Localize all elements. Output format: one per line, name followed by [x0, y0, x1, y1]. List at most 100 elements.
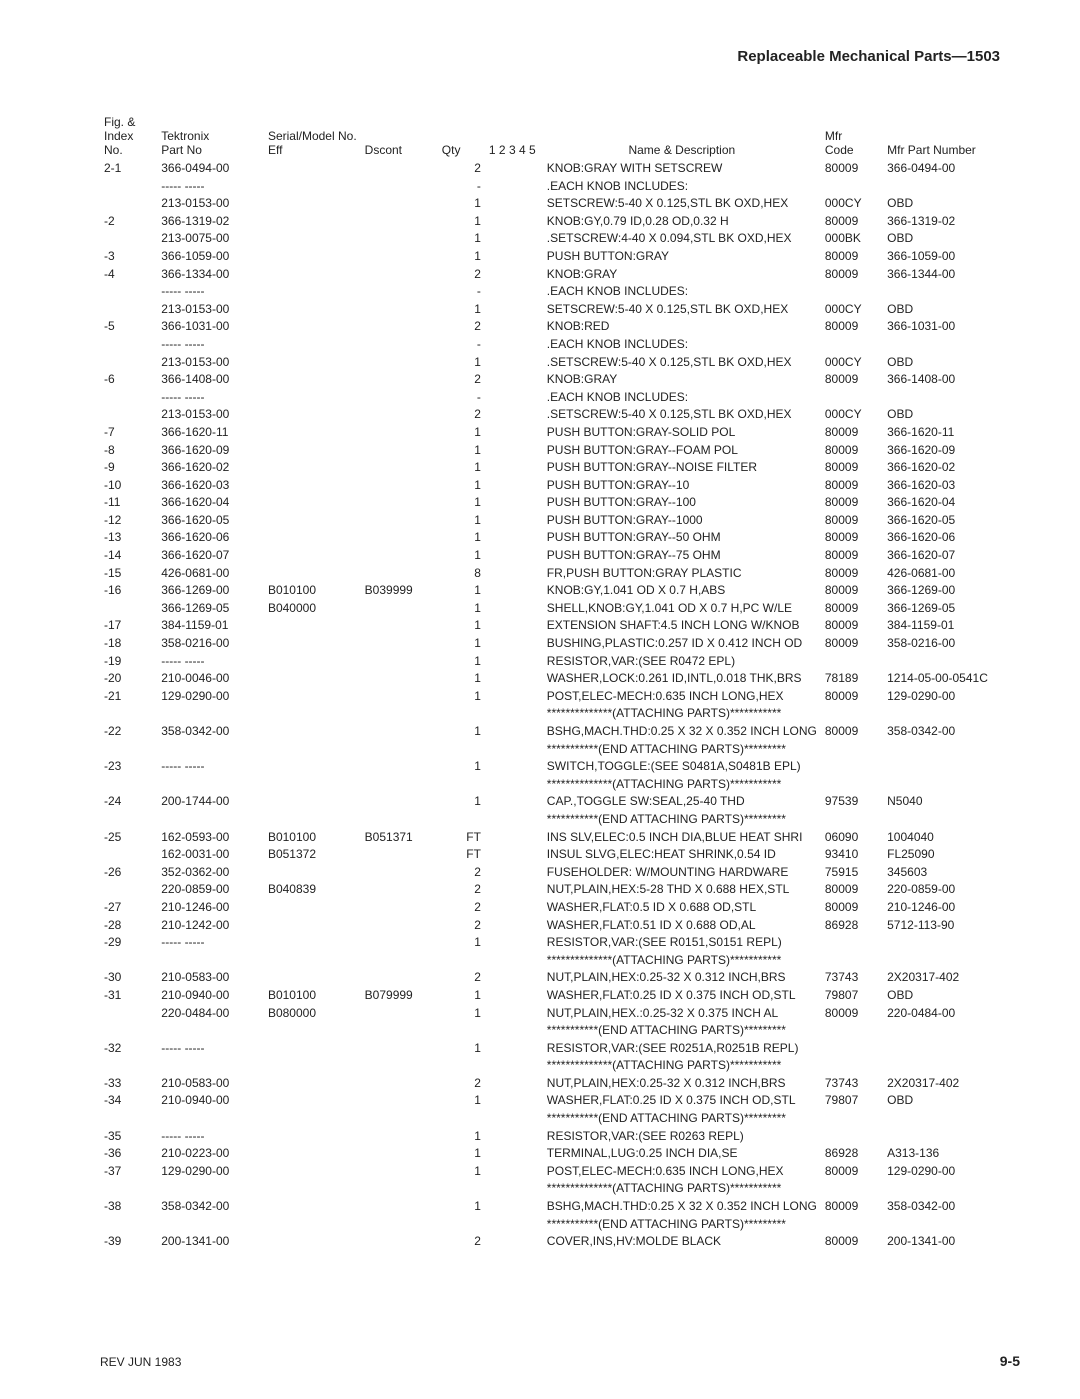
table-row: **************(ATTACHING PARTS)*********… [100, 1057, 1020, 1075]
mpn [883, 741, 1020, 759]
table-row: ----- ------.EACH KNOB INCLUDES: [100, 178, 1020, 196]
qty: - [438, 283, 485, 301]
lvl [485, 1092, 543, 1110]
desc: SETSCREW:5-40 X 0.125,STL BK OXD,HEX [543, 301, 821, 319]
mpn [883, 705, 1020, 723]
pn: 210-0583-00 [157, 1075, 264, 1093]
idx: -20 [100, 670, 157, 688]
mpn: OBD [883, 230, 1020, 248]
mpn [883, 336, 1020, 354]
mfr: 93410 [821, 846, 883, 864]
dsc [361, 705, 438, 723]
mfr: 000CY [821, 195, 883, 213]
mpn: OBD [883, 354, 1020, 372]
parts-table: Fig. &IndexNo. TektronixPart No Serial/M… [100, 113, 1020, 1251]
eff [264, 178, 361, 196]
dsc [361, 969, 438, 987]
mfr: 80009 [821, 318, 883, 336]
page-title: Replaceable Mechanical Parts—1503 [100, 48, 1020, 65]
mpn [883, 653, 1020, 671]
idx: -10 [100, 477, 157, 495]
qty: 1 [438, 688, 485, 706]
pn: 210-1242-00 [157, 917, 264, 935]
eff [264, 899, 361, 917]
qty: 1 [438, 1128, 485, 1146]
qty: 1 [438, 195, 485, 213]
lvl [485, 952, 543, 970]
mfr: 80009 [821, 1005, 883, 1023]
idx: 2-1 [100, 160, 157, 178]
table-row: -30210-0583-002NUT,PLAIN,HEX:0.25-32 X 0… [100, 969, 1020, 987]
mpn: OBD [883, 195, 1020, 213]
dsc [361, 1092, 438, 1110]
qty: 1 [438, 723, 485, 741]
desc: KNOB:RED [543, 318, 821, 336]
idx [100, 195, 157, 213]
mpn: 220-0484-00 [883, 1005, 1020, 1023]
dsc [361, 1110, 438, 1128]
table-row: -19----- -----1RESISTOR,VAR:(SEE R0472 E… [100, 653, 1020, 671]
lvl [485, 266, 543, 284]
dsc [361, 512, 438, 530]
mpn [883, 776, 1020, 794]
table-row: -12366-1620-051PUSH BUTTON:GRAY--1000800… [100, 512, 1020, 530]
desc: PUSH BUTTON:GRAY--FOAM POL [543, 442, 821, 460]
qty: 1 [438, 600, 485, 618]
pn [157, 1057, 264, 1075]
table-row: -4366-1334-002KNOB:GRAY80009366-1344-00 [100, 266, 1020, 284]
eff [264, 1233, 361, 1251]
pn: 352-0362-00 [157, 864, 264, 882]
mpn [883, 811, 1020, 829]
desc: COVER,INS,HV:MOLDE BLACK [543, 1233, 821, 1251]
lvl [485, 459, 543, 477]
mpn: 2X20317-402 [883, 1075, 1020, 1093]
idx: -14 [100, 547, 157, 565]
lvl [485, 811, 543, 829]
mpn [883, 1180, 1020, 1198]
dsc [361, 1163, 438, 1181]
lvl [485, 442, 543, 460]
eff [264, 565, 361, 583]
pn: 366-1620-05 [157, 512, 264, 530]
qty: 2 [438, 864, 485, 882]
qty: 1 [438, 987, 485, 1005]
idx: -17 [100, 617, 157, 635]
desc: PUSH BUTTON:GRAY--100 [543, 494, 821, 512]
desc: ***********(END ATTACHING PARTS)********… [543, 1022, 821, 1040]
desc: **************(ATTACHING PARTS)*********… [543, 952, 821, 970]
eff [264, 952, 361, 970]
lvl [485, 178, 543, 196]
qty: 1 [438, 1145, 485, 1163]
table-row: -37129-0290-001POST,ELEC-MECH:0.635 INCH… [100, 1163, 1020, 1181]
mpn: 366-1319-02 [883, 213, 1020, 231]
qty: 2 [438, 160, 485, 178]
eff [264, 213, 361, 231]
table-row: ----- ------.EACH KNOB INCLUDES: [100, 283, 1020, 301]
idx: -13 [100, 529, 157, 547]
desc: POST,ELEC-MECH:0.635 INCH LONG,HEX [543, 1163, 821, 1181]
mfr: 80009 [821, 371, 883, 389]
mfr: 80009 [821, 494, 883, 512]
dsc [361, 1198, 438, 1216]
table-row: -16366-1269-00B010100B0399991KNOB:GY,1.0… [100, 582, 1020, 600]
qty: 1 [438, 1005, 485, 1023]
pn: 129-0290-00 [157, 688, 264, 706]
lvl [485, 1005, 543, 1023]
qty [438, 1110, 485, 1128]
idx: -5 [100, 318, 157, 336]
qty: 1 [438, 934, 485, 952]
eff [264, 1145, 361, 1163]
table-row: -17384-1159-011EXTENSION SHAFT:4.5 INCH … [100, 617, 1020, 635]
eff [264, 1040, 361, 1058]
pn: 162-0031-00 [157, 846, 264, 864]
dsc [361, 670, 438, 688]
mfr: 06090 [821, 829, 883, 847]
desc: NUT,PLAIN,HEX:0.25-32 X 0.312 INCH,BRS [543, 969, 821, 987]
qty: 1 [438, 1092, 485, 1110]
eff [264, 459, 361, 477]
table-row: -7366-1620-111PUSH BUTTON:GRAY-SOLID POL… [100, 424, 1020, 442]
eff [264, 266, 361, 284]
dsc [361, 899, 438, 917]
mpn: 384-1159-01 [883, 617, 1020, 635]
idx: -11 [100, 494, 157, 512]
